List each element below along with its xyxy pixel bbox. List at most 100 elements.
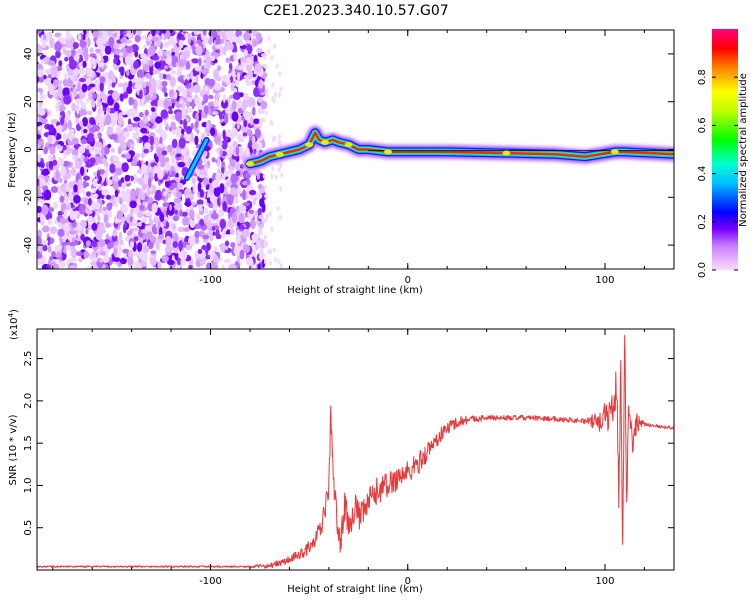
noise-speckle	[261, 140, 266, 149]
noise-speckle	[43, 75, 47, 80]
noise-speckle	[125, 153, 131, 160]
noise-speckle	[105, 114, 112, 126]
noise-speckle-faint	[275, 63, 279, 69]
noise-speckle-faint	[268, 211, 272, 217]
noise-speckle	[39, 94, 46, 99]
noise-speckle	[197, 249, 203, 254]
noise-speckle	[140, 163, 148, 174]
noise-speckle	[80, 166, 85, 176]
noise-speckle	[141, 135, 149, 143]
noise-speckle	[90, 261, 99, 266]
noise-speckle	[256, 143, 262, 153]
colorbar-tick-label: 0.6	[697, 117, 708, 133]
noise-speckle	[78, 146, 86, 154]
noise-speckle	[148, 177, 152, 189]
noise-speckle	[152, 69, 161, 75]
noise-speckle	[238, 224, 245, 230]
noise-speckle	[95, 114, 99, 126]
noise-speckle	[195, 238, 199, 243]
noise-speckle	[185, 100, 191, 108]
noise-speckle	[74, 210, 80, 216]
noise-speckle	[44, 146, 48, 154]
noise-speckle	[171, 83, 175, 88]
noise-speckle	[112, 181, 119, 190]
noise-speckle	[186, 97, 193, 102]
noise-speckle-faint	[278, 71, 282, 77]
noise-speckle	[213, 52, 221, 57]
noise-speckle	[254, 242, 259, 251]
noise-speckle	[134, 260, 140, 269]
noise-speckle	[229, 187, 238, 196]
noise-speckle-faint	[270, 226, 274, 232]
noise-speckle	[112, 90, 119, 101]
noise-speckle	[238, 65, 244, 71]
noise-speckle-faint	[279, 163, 283, 169]
noise-speckle	[229, 156, 233, 165]
noise-speckle	[251, 141, 258, 152]
noise-speckle	[100, 146, 105, 157]
noise-speckle	[79, 40, 87, 48]
noise-speckle	[66, 34, 73, 42]
noise-speckle	[136, 69, 145, 79]
noise-speckle	[48, 124, 55, 134]
noise-speckle	[198, 57, 202, 67]
noise-speckle-faint	[263, 63, 267, 69]
noise-speckle	[37, 68, 44, 78]
noise-speckle	[179, 209, 183, 216]
noise-speckle	[254, 63, 262, 73]
noise-speckle	[58, 261, 66, 268]
noise-speckle	[87, 132, 95, 143]
noise-speckle-faint	[270, 55, 274, 61]
noise-speckle	[89, 157, 95, 167]
noise-speckle	[37, 253, 43, 259]
noise-speckle	[165, 221, 170, 229]
noise-speckle-faint	[270, 173, 274, 179]
noise-speckle	[239, 249, 245, 260]
noise-speckle	[229, 228, 235, 235]
noise-speckle	[47, 206, 55, 213]
noise-speckle	[221, 264, 225, 269]
noise-speckle	[202, 30, 207, 36]
noise-speckle	[118, 112, 123, 117]
noise-speckle	[150, 250, 157, 255]
noise-speckle	[249, 219, 256, 230]
noise-speckle	[163, 41, 170, 48]
noise-speckle	[252, 40, 258, 47]
noise-speckle	[93, 134, 99, 140]
noise-speckle	[243, 32, 251, 41]
noise-speckle	[153, 217, 159, 224]
noise-speckle	[211, 212, 219, 220]
noise-speckle	[198, 230, 204, 237]
noise-speckle	[235, 234, 241, 244]
noise-speckle	[105, 194, 112, 200]
noise-speckle	[181, 211, 188, 217]
noise-speckle	[93, 146, 100, 155]
noise-speckle	[141, 81, 147, 89]
noise-speckle	[240, 61, 246, 67]
noise-speckle	[39, 177, 43, 188]
noise-speckle	[93, 193, 99, 199]
noise-speckle	[114, 219, 119, 224]
noise-speckle	[230, 264, 238, 269]
noise-speckle-faint	[263, 217, 267, 223]
noise-speckle	[95, 48, 101, 53]
noise-speckle	[37, 30, 41, 35]
noise-speckle	[221, 161, 226, 167]
noise-speckle	[190, 201, 196, 206]
noise-speckle	[203, 105, 209, 115]
noise-speckle	[94, 202, 101, 210]
noise-speckle	[238, 213, 245, 224]
noise-speckle	[89, 146, 93, 155]
noise-speckle-faint	[274, 92, 278, 98]
noise-speckle	[166, 144, 173, 153]
noise-speckle	[91, 257, 99, 262]
noise-speckle	[210, 127, 216, 137]
noise-speckle	[50, 186, 59, 193]
noise-speckle	[64, 72, 68, 80]
noise-speckle	[124, 55, 132, 66]
noise-speckle	[62, 144, 67, 151]
noise-speckle	[203, 40, 207, 49]
noise-speckle	[160, 109, 169, 119]
noise-speckle	[123, 30, 128, 35]
noise-speckle	[150, 118, 157, 124]
